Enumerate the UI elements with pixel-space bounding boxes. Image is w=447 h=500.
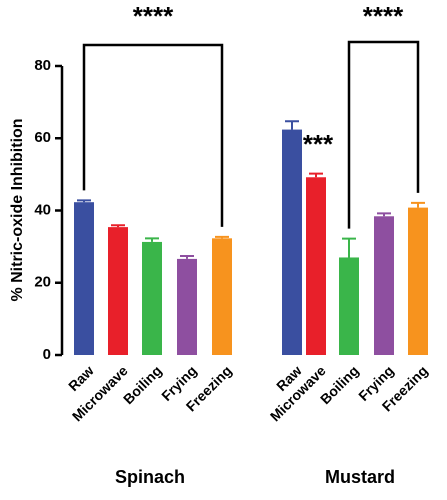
error-bar xyxy=(77,199,91,203)
error-bar xyxy=(285,120,299,130)
bar xyxy=(177,258,197,355)
y-tick-label: 0 xyxy=(43,346,51,363)
y-axis-label: % Nitric-oxide Inhibition xyxy=(9,118,26,301)
significance-label: *** xyxy=(303,129,334,159)
bar xyxy=(212,238,232,355)
bar xyxy=(142,241,162,355)
error-bar xyxy=(411,201,425,208)
group-label: Mustard xyxy=(325,467,395,487)
bar xyxy=(408,207,428,355)
y-tick-label: 20 xyxy=(34,274,51,291)
significance-label: **** xyxy=(363,1,404,31)
error-bar xyxy=(342,237,356,258)
error-bar xyxy=(215,235,229,239)
bracket xyxy=(347,40,420,229)
bar xyxy=(374,216,394,355)
bracket xyxy=(82,43,224,227)
y-tick-label: 60 xyxy=(34,129,51,146)
bar xyxy=(306,177,326,355)
bar xyxy=(282,129,302,355)
bar xyxy=(74,202,94,355)
bar xyxy=(108,227,128,355)
x-tick-label: Boiling xyxy=(120,362,165,407)
error-bar xyxy=(145,237,159,242)
error-bar xyxy=(309,172,323,178)
y-tick-label: 80 xyxy=(34,57,51,74)
bar xyxy=(339,257,359,355)
y-tick-label: 40 xyxy=(34,201,51,218)
error-bar xyxy=(111,224,125,228)
group-label: Spinach xyxy=(115,467,185,487)
error-bar xyxy=(180,255,194,259)
significance-label: **** xyxy=(133,1,174,31)
error-bar xyxy=(377,212,391,217)
